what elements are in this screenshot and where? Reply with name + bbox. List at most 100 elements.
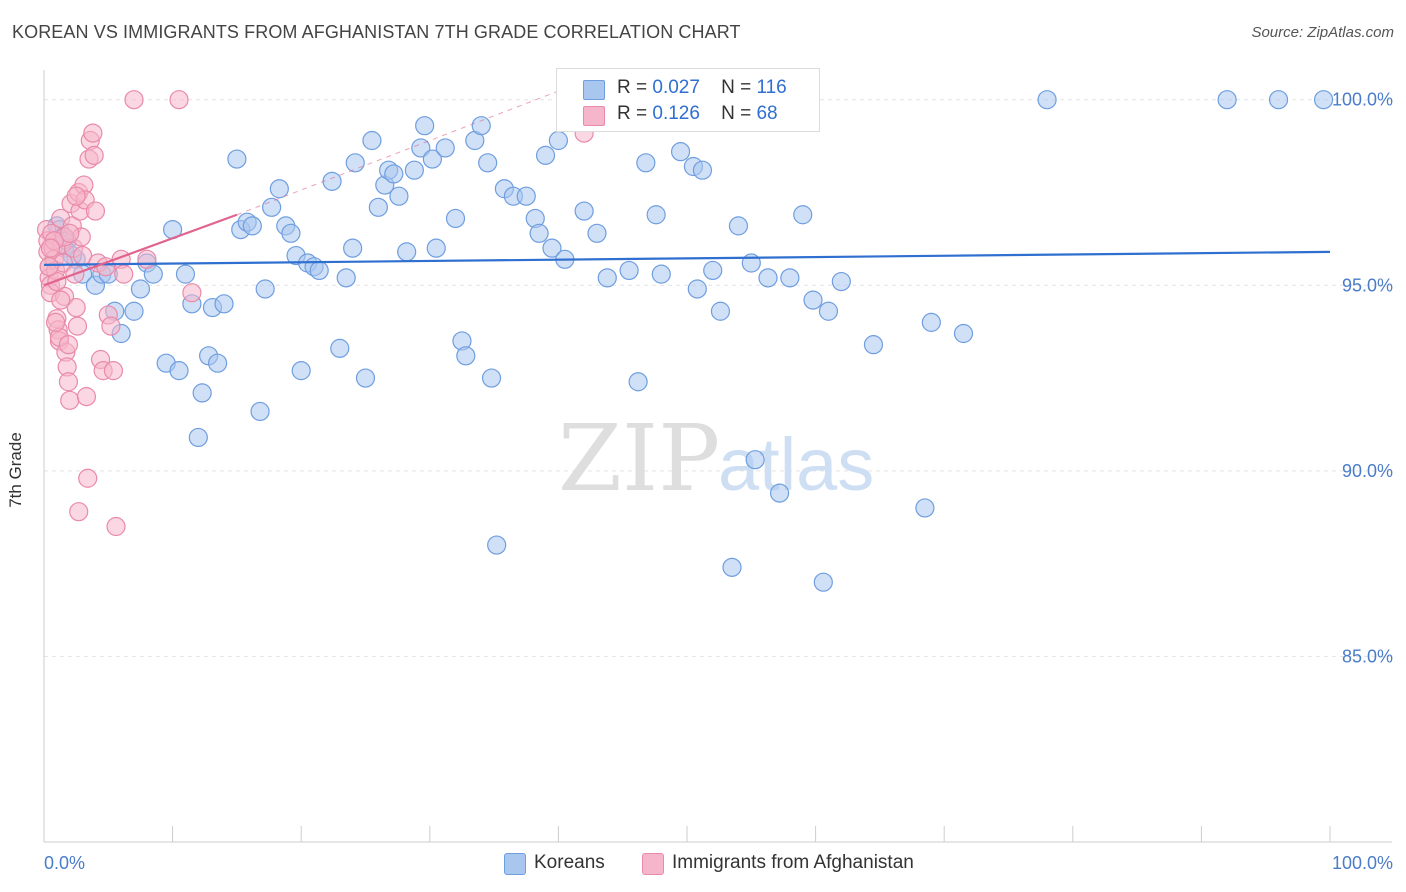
korean-point: [169, 361, 189, 381]
afghanistan-point: [66, 186, 86, 206]
korean-point: [745, 450, 765, 470]
legend-n-value: 68: [756, 103, 778, 124]
korean-point: [355, 368, 376, 388]
korean-point: [208, 353, 228, 373]
korean-point: [516, 186, 536, 206]
korean-point: [397, 242, 417, 262]
y-tick-label: 95.0%: [1342, 275, 1393, 295]
x-tick-label-min: 0.0%: [44, 853, 85, 873]
korean-point: [188, 427, 208, 448]
korean-point: [389, 186, 409, 206]
korean-point: [309, 260, 329, 281]
korean-point: [242, 216, 262, 236]
korean-point: [487, 535, 507, 555]
korean-point: [1217, 90, 1237, 110]
korean-point: [548, 130, 569, 151]
afghanistan-point: [39, 257, 59, 277]
korean-point: [769, 483, 790, 503]
korean-point: [1268, 90, 1289, 110]
afghanistan-point: [51, 290, 71, 310]
korean-point: [269, 179, 289, 199]
korean-point: [703, 260, 723, 281]
korean-point: [227, 149, 247, 169]
korean-point: [587, 223, 607, 243]
korean-point: [471, 116, 491, 136]
korean-point: [478, 153, 498, 173]
afghanistan-point: [137, 249, 157, 269]
afghanistan-point: [101, 316, 121, 336]
korean-point: [124, 301, 144, 321]
korean-point: [529, 223, 549, 243]
grid-layer: [44, 99, 1392, 657]
korean-point: [728, 216, 749, 236]
korean-point: [953, 323, 974, 344]
korean-point: [255, 279, 275, 299]
korean-point: [404, 160, 424, 180]
korean-point: [1037, 90, 1057, 110]
bottom-legend-label-koreans: Koreans: [534, 852, 605, 873]
watermark: ZIP atlas: [558, 405, 874, 512]
korean-point: [250, 401, 270, 422]
korean-point: [291, 361, 311, 381]
korean-point: [345, 153, 365, 173]
korean-point: [368, 197, 388, 217]
korean-point: [818, 301, 839, 321]
korean-point: [597, 268, 617, 288]
korean-point: [803, 290, 823, 310]
legend-text-koreans: R = 0.027 N = 116: [617, 77, 787, 99]
korean-point: [175, 264, 196, 284]
y-tick-label: 85.0%: [1342, 646, 1393, 666]
korean-point: [330, 338, 350, 358]
korean-point: [130, 279, 151, 299]
afghanistan-point: [84, 145, 104, 165]
afghanistan-point: [45, 312, 66, 332]
korean-point: [384, 164, 404, 184]
afghanistan-point: [58, 335, 79, 355]
korean-point: [651, 264, 671, 284]
korean-point: [574, 201, 594, 221]
afghanistan-point: [83, 123, 103, 143]
korean-point: [863, 335, 884, 355]
bottom-legend-swatch-koreans: [504, 853, 526, 875]
legend-swatch-koreans: [583, 80, 605, 100]
chart-title: KOREAN VS IMMIGRANTS FROM AFGHANISTAN 7T…: [12, 22, 741, 42]
korean-trend-line: [43, 250, 1331, 266]
legend-text-afghanistan: R = 0.126 N = 68: [617, 103, 778, 125]
korean-point: [262, 197, 282, 217]
axis-layer: 100.0% 95.0% 90.0% 85.0% 0.0% 100.0%: [43, 70, 1393, 873]
afghanistan-point: [169, 90, 189, 110]
korean-point: [322, 171, 342, 191]
korean-point: [793, 205, 813, 225]
afghanistan-point: [58, 372, 79, 392]
korean-point: [636, 153, 656, 173]
afghanistan-point: [103, 361, 124, 381]
legend-n-label: N =: [721, 103, 752, 124]
korean-point: [758, 268, 778, 288]
legend-r-value: 0.027: [652, 77, 700, 98]
korean-point: [813, 572, 833, 592]
afghanistan-point: [67, 316, 88, 336]
chart-source: Source: ZipAtlas.com: [1251, 24, 1394, 41]
afghanistan-point: [78, 468, 98, 488]
korean-point: [692, 160, 713, 180]
korean-point: [687, 279, 707, 299]
korean-point: [456, 346, 476, 366]
afghanistan-trend-extension: [236, 80, 585, 216]
korean-point: [411, 138, 431, 158]
bottom-legend-label-afghanistan: Immigrants from Afghanistan: [672, 852, 914, 873]
afghanistan-point: [182, 283, 202, 303]
watermark-atlas: atlas: [718, 423, 874, 506]
legend-n-value: 116: [756, 77, 787, 98]
afghanistan-point: [40, 238, 61, 258]
korean-point: [445, 208, 466, 229]
korean-point: [422, 149, 442, 169]
afghanistan-point: [106, 516, 126, 537]
korean-point: [535, 145, 556, 165]
korean-point: [646, 205, 666, 225]
korean-point: [722, 557, 742, 577]
korean-point: [542, 238, 562, 258]
korean-point: [192, 383, 212, 403]
korean-point: [281, 223, 301, 243]
korean-point: [921, 312, 941, 332]
korean-point: [214, 294, 234, 314]
